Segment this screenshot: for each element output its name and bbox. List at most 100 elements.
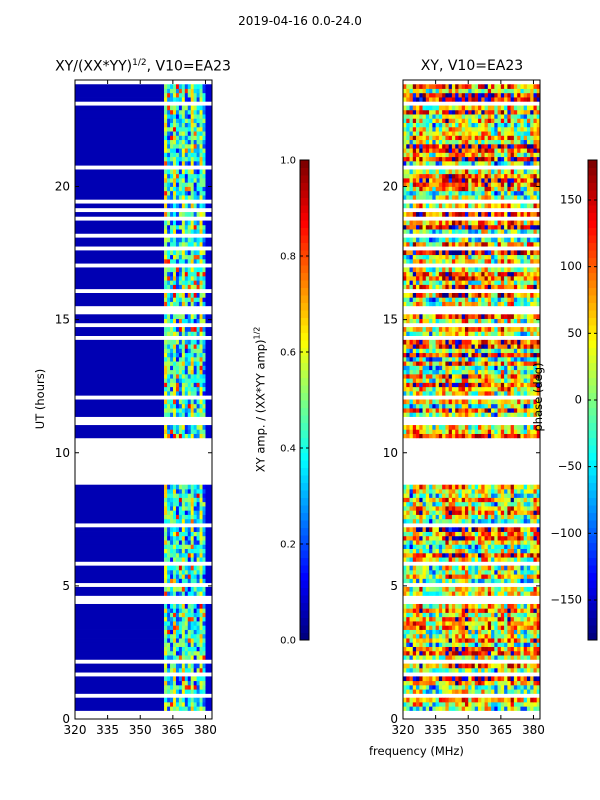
heat-cell (199, 667, 203, 673)
heat-cell (471, 348, 476, 354)
heat-cell (458, 518, 463, 524)
heat-cell (494, 557, 498, 562)
heat-cell (429, 488, 433, 494)
heat-cell (403, 633, 407, 639)
heat-cell (170, 680, 174, 686)
heat-cell (167, 160, 171, 166)
heat-cell (504, 378, 508, 383)
heat-cell (184, 531, 189, 537)
heat-cell (474, 403, 479, 409)
heat-cell (517, 493, 521, 498)
heat-cell (178, 139, 183, 145)
heat-cell (487, 386, 492, 392)
heat-cell (487, 293, 492, 298)
heat-cell (458, 612, 463, 618)
heat-cell (500, 361, 505, 366)
heat-cell (164, 241, 168, 247)
heat-cell (178, 301, 183, 307)
heat-cell (481, 684, 485, 690)
heat-cell (202, 518, 206, 524)
heat-cell (196, 667, 200, 673)
heat-cell (474, 429, 479, 434)
heat-cell (429, 365, 433, 371)
heat-cell (458, 676, 463, 682)
heat-cell (190, 646, 194, 652)
heat-cell (199, 344, 203, 349)
heat-cell (481, 510, 485, 515)
heat-cell (500, 574, 505, 579)
heat-cell (471, 361, 476, 366)
heat-cell (184, 403, 189, 409)
heat-cell (507, 574, 511, 579)
heat-cell (448, 382, 453, 388)
heat-cell (403, 629, 407, 635)
heat-cell (500, 638, 505, 643)
heat-cell (181, 318, 186, 324)
heat-cell (419, 650, 423, 656)
heat-cell (481, 365, 485, 371)
heat-cell (455, 412, 459, 417)
heat-cell (190, 344, 194, 349)
heat-cell (429, 399, 433, 405)
heat-cell (464, 378, 469, 383)
heat-cell (199, 327, 203, 332)
heat-cell (464, 314, 469, 319)
heat-cell (173, 382, 177, 388)
heat-cell (504, 684, 508, 690)
heat-cell (178, 88, 183, 94)
heat-cell (507, 318, 511, 324)
heat-cell (199, 361, 203, 366)
heat-cell (184, 280, 189, 285)
heat-cell (184, 331, 189, 336)
heat-cell (425, 586, 430, 592)
heat-cell (429, 544, 433, 549)
heat-cell (461, 373, 466, 379)
heat-cell (184, 697, 189, 703)
heat-cell (416, 638, 420, 643)
heat-cell (445, 484, 449, 490)
heat-cell (500, 327, 505, 332)
heat-cell (533, 574, 538, 579)
heat-cell (419, 361, 423, 366)
heat-cell (478, 633, 482, 639)
heat-cell (190, 220, 194, 226)
heat-cell (193, 258, 197, 264)
heat-cell (199, 544, 203, 549)
heat-cell (523, 301, 528, 307)
heat-cell (425, 552, 430, 558)
heat-cell (205, 177, 212, 183)
heat-cell (474, 706, 479, 711)
heat-cell (484, 612, 489, 618)
heat-cell (497, 365, 502, 371)
heat-cell (455, 518, 459, 524)
heat-cell (164, 403, 168, 409)
heat-cell (193, 667, 197, 673)
heat-cell (448, 518, 453, 524)
heat-cell (478, 339, 482, 345)
heat-cell (497, 629, 502, 635)
heat-cell (487, 297, 492, 302)
heat-cell (455, 510, 459, 515)
heat-cell (175, 646, 180, 652)
heat-cell (187, 152, 192, 158)
heat-cell (178, 655, 183, 660)
heat-cell (491, 569, 495, 575)
heat-cell (187, 88, 192, 94)
heat-cell (478, 348, 482, 354)
heat-cell (478, 361, 482, 366)
heat-cell (202, 297, 206, 302)
heat-cell (445, 642, 449, 647)
heat-cell (468, 616, 472, 622)
heat-cell (190, 488, 194, 494)
heat-cell (504, 548, 508, 554)
heat-cell (445, 425, 449, 430)
heat-cell (416, 603, 420, 609)
heat-cell (184, 105, 189, 111)
heat-cell (458, 667, 463, 673)
heat-cell (484, 352, 489, 358)
heat-cell (202, 650, 206, 656)
heat-cell (173, 126, 177, 132)
heat-cell (187, 701, 192, 707)
heat-cell (205, 429, 212, 434)
heat-cell (164, 425, 168, 430)
